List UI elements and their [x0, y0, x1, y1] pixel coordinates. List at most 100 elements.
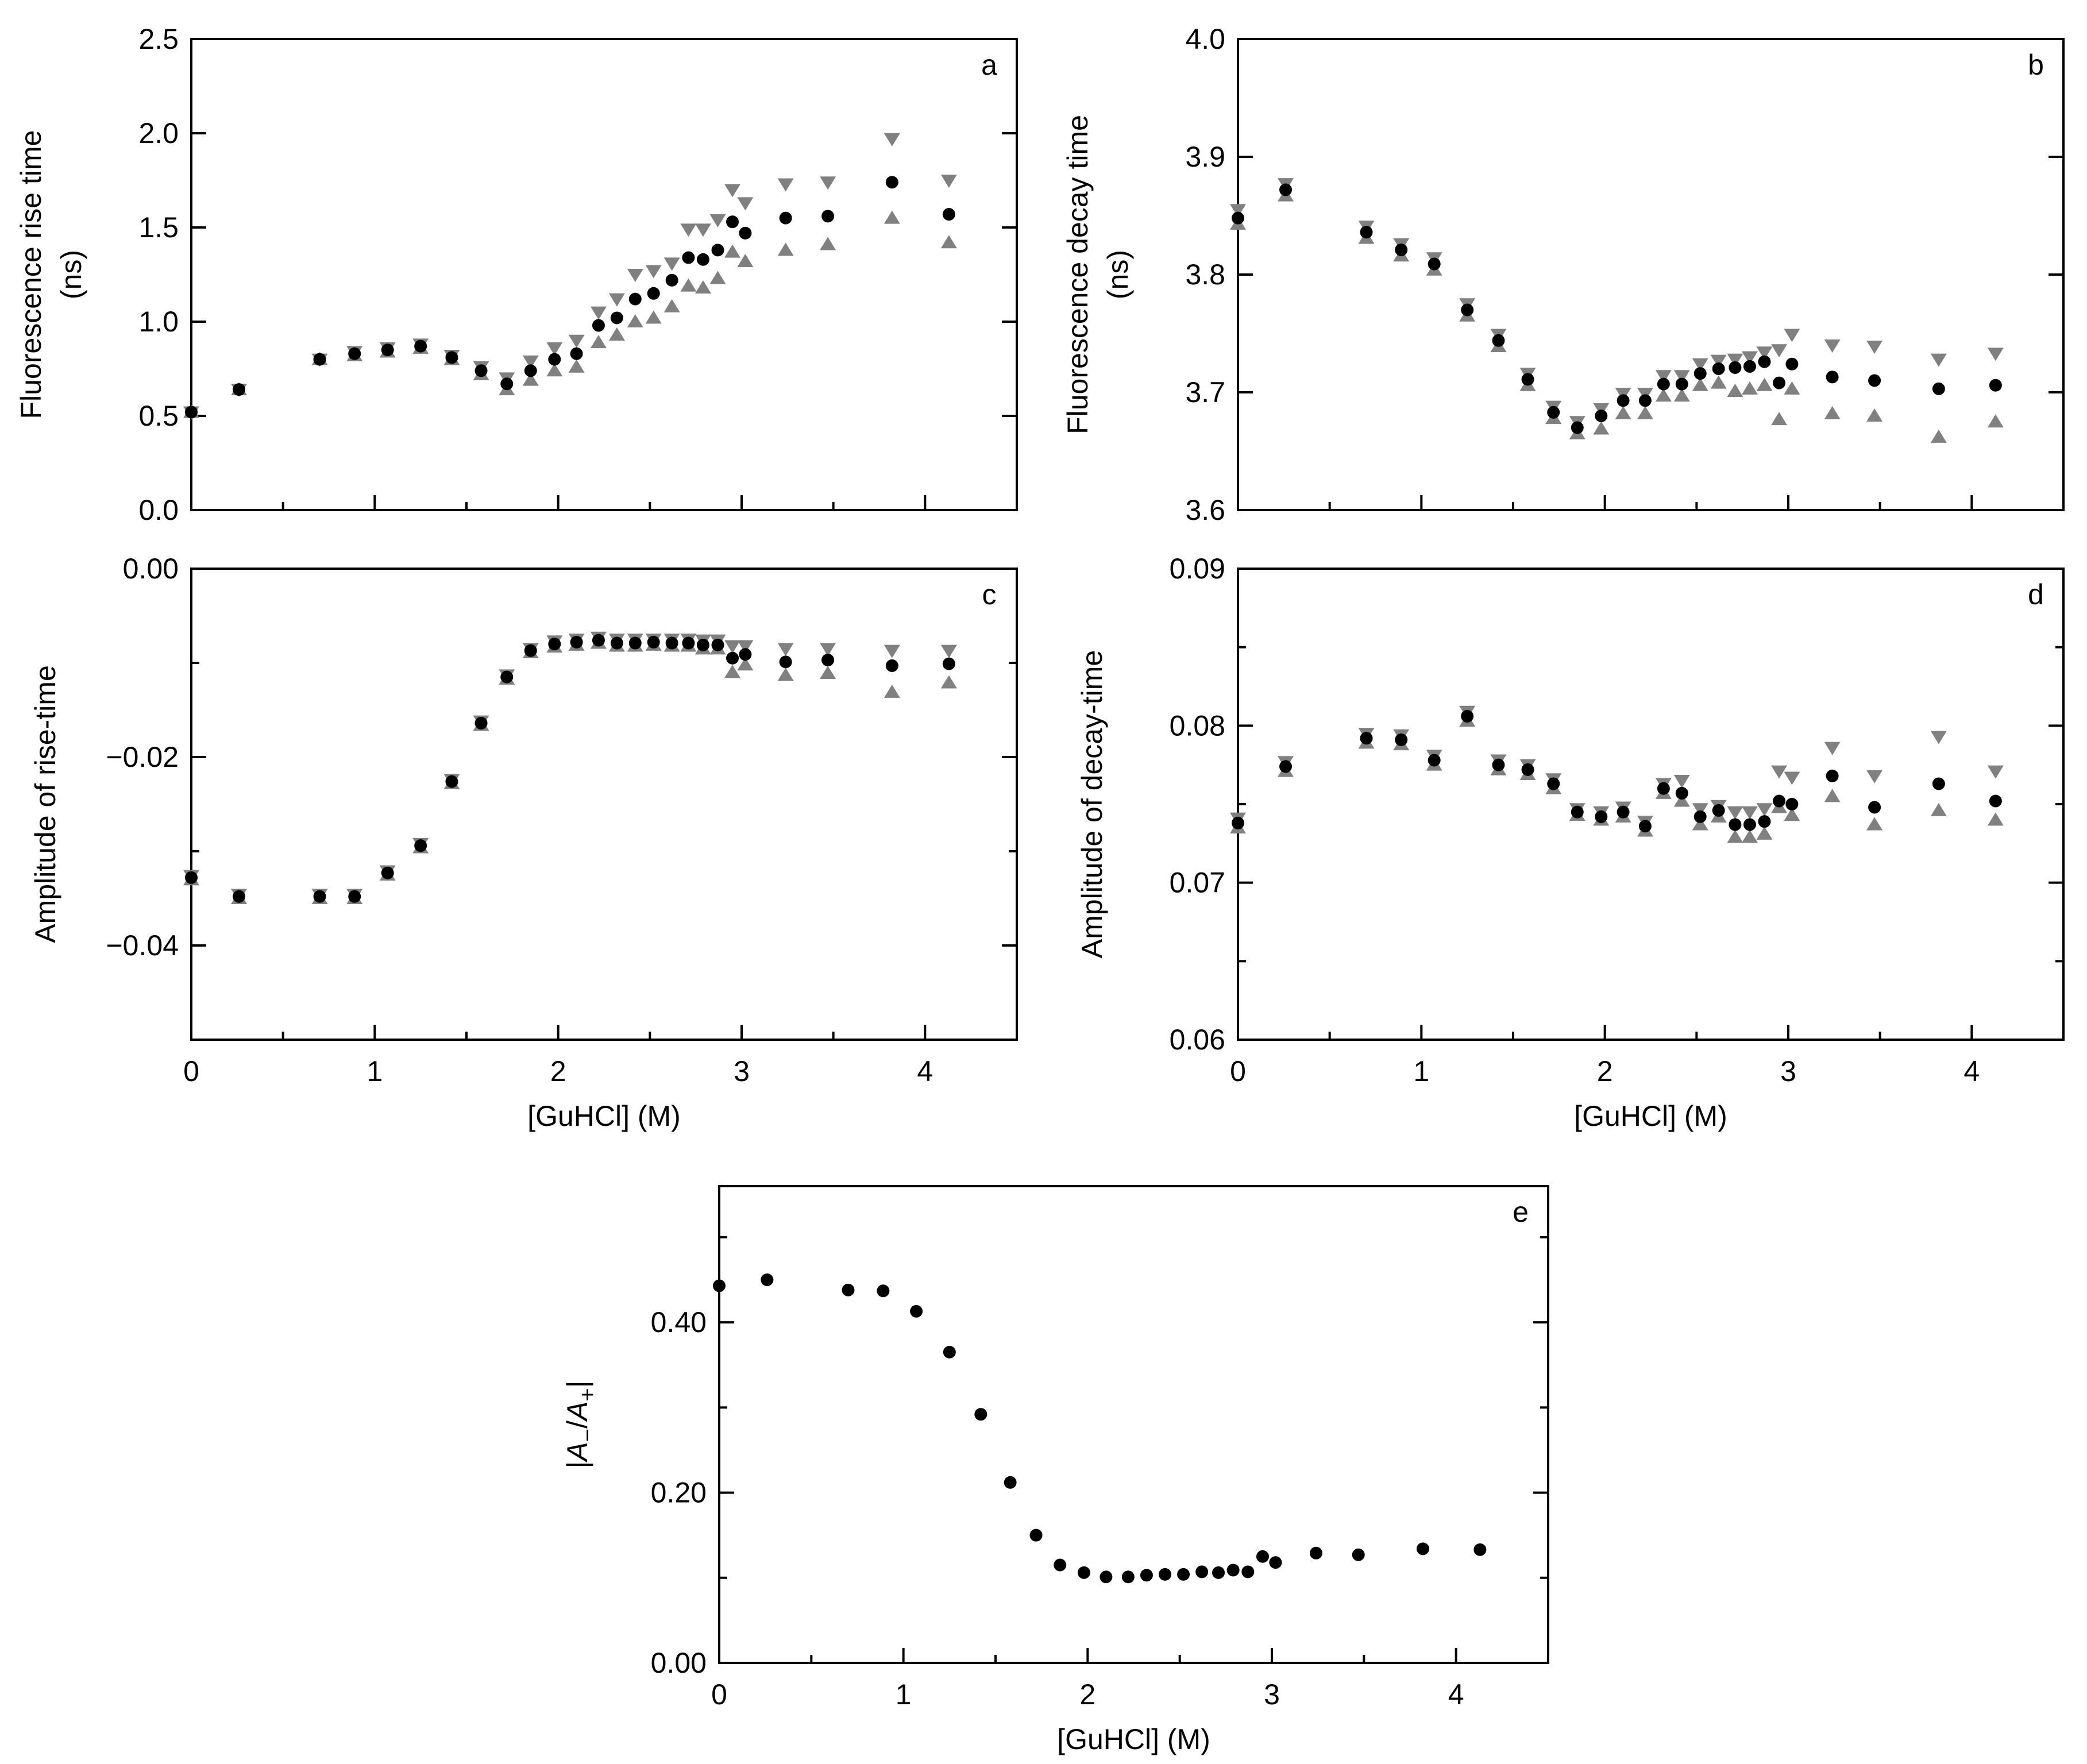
data-point-mean — [1547, 406, 1560, 419]
data-point-upper — [1230, 204, 1246, 218]
y-tick-label: 3.8 — [1185, 258, 1225, 291]
data-point-lower — [1727, 383, 1743, 397]
data-point-mean — [1638, 820, 1652, 833]
data-point-upper — [737, 640, 754, 654]
data-point-mean — [726, 215, 739, 229]
data-point-upper — [546, 342, 563, 356]
data-point-mean — [1675, 377, 1688, 391]
data-point-upper — [680, 223, 697, 237]
data-point-lower — [724, 244, 741, 258]
data-point-mean — [1712, 362, 1725, 375]
data-point-lower — [1741, 829, 1758, 843]
x-tick-label: 4 — [917, 1055, 933, 1087]
y-tick-label: 1.0 — [138, 306, 179, 338]
data-point-mean — [610, 636, 623, 650]
data-point-mean — [1571, 421, 1584, 434]
data-point-upper — [1741, 806, 1758, 820]
data-point-mean — [1693, 367, 1707, 380]
data-point-lower — [1824, 406, 1841, 419]
data-point-mean — [1595, 810, 1608, 823]
x-tick-label: 0 — [1230, 1055, 1246, 1087]
data-point-mean — [524, 364, 537, 377]
y-tick-label: 2.5 — [138, 23, 179, 55]
data-point-lower — [1615, 406, 1631, 419]
data-point-lower — [1987, 414, 2004, 428]
data-point-lower — [1866, 408, 1883, 422]
data-point-mean — [1729, 818, 1742, 831]
plot-frame — [718, 1185, 1549, 1664]
data-point-mean — [1256, 1550, 1269, 1563]
data-point-lower — [1771, 412, 1788, 426]
data-point-mean — [1595, 410, 1608, 422]
data-point-mean — [942, 208, 955, 221]
y-tick-label: 0.5 — [138, 400, 179, 432]
data-point-upper — [1741, 351, 1758, 365]
data-point-mean — [628, 636, 642, 650]
data-point-mean — [592, 634, 605, 647]
data-point-mean — [1712, 804, 1725, 817]
data-point-lower — [568, 359, 585, 373]
data-point-upper — [522, 355, 539, 369]
data-point-mean — [1743, 818, 1756, 831]
x-tick-label: 0 — [183, 1055, 199, 1087]
data-point-mean — [1571, 805, 1584, 819]
data-point-mean — [1077, 1566, 1090, 1579]
data-point-upper — [1784, 771, 1800, 785]
data-point-mean — [500, 377, 514, 391]
data-point-mean — [1279, 760, 1293, 773]
data-point-lower — [884, 684, 900, 698]
data-point-lower — [724, 665, 741, 678]
data-point-lower — [1692, 817, 1708, 831]
y-axis-label: (ns) — [1102, 250, 1134, 299]
data-point-mean — [1868, 801, 1881, 814]
data-point-lower — [1756, 377, 1773, 391]
data-point-mean — [739, 226, 752, 240]
data-point-mean — [610, 311, 623, 325]
data-point-upper — [820, 176, 836, 190]
panel-letter: e — [1513, 1196, 1529, 1228]
data-point-lower — [608, 327, 625, 341]
data-point-mean — [348, 347, 361, 360]
data-point-mean — [1241, 1565, 1255, 1578]
data-point-mean — [682, 636, 695, 650]
data-point-mean — [885, 659, 898, 672]
data-point-upper — [1756, 803, 1773, 817]
data-point-mean — [1657, 377, 1670, 391]
data-point-lower — [663, 299, 680, 312]
data-point-mean — [570, 635, 583, 649]
data-point-lower — [1784, 381, 1800, 395]
data-point-upper — [1866, 770, 1883, 783]
data-point-mean — [445, 775, 458, 788]
data-point-upper — [1987, 348, 2004, 361]
data-point-mean — [665, 273, 678, 287]
data-point-mean — [1232, 816, 1244, 829]
data-point-upper — [608, 293, 625, 307]
data-point-mean — [1004, 1476, 1017, 1489]
y-tick-label: 0.20 — [651, 1477, 707, 1509]
data-point-lower — [1930, 429, 1947, 443]
data-point-upper — [1771, 765, 1788, 779]
y-tick-label: 3.7 — [1185, 376, 1225, 408]
data-point-mean — [1428, 754, 1441, 767]
y-axis-label-part: − — [575, 1429, 600, 1442]
data-point-mean — [647, 287, 660, 300]
data-point-lower — [884, 210, 900, 224]
data-point-mean — [1785, 798, 1799, 810]
panel-c: 0 1 2 3 4 −0.04 −0.02 0.00 c [GuHCl] (M) Amplitude… — [29, 553, 1018, 1132]
y-tick-label: 3.9 — [1185, 141, 1225, 173]
x-tick-label: 2 — [550, 1055, 566, 1087]
data-point-mean — [381, 343, 394, 357]
x-tick-label: 3 — [1780, 1055, 1796, 1087]
data-point-upper — [1710, 354, 1727, 368]
data-point-mean — [1395, 733, 1408, 746]
data-point-lower — [820, 237, 836, 250]
panel-letter: d — [2028, 578, 2044, 611]
data-point-mean — [665, 636, 678, 650]
data-point-mean — [1177, 1568, 1190, 1581]
data-point-mean — [696, 253, 709, 266]
data-point-mean — [500, 670, 514, 684]
y-tick-label: 0.07 — [1170, 867, 1225, 899]
data-point-mean — [1416, 1542, 1429, 1555]
data-point-upper — [1784, 329, 1800, 342]
data-point-mean — [1279, 183, 1293, 196]
